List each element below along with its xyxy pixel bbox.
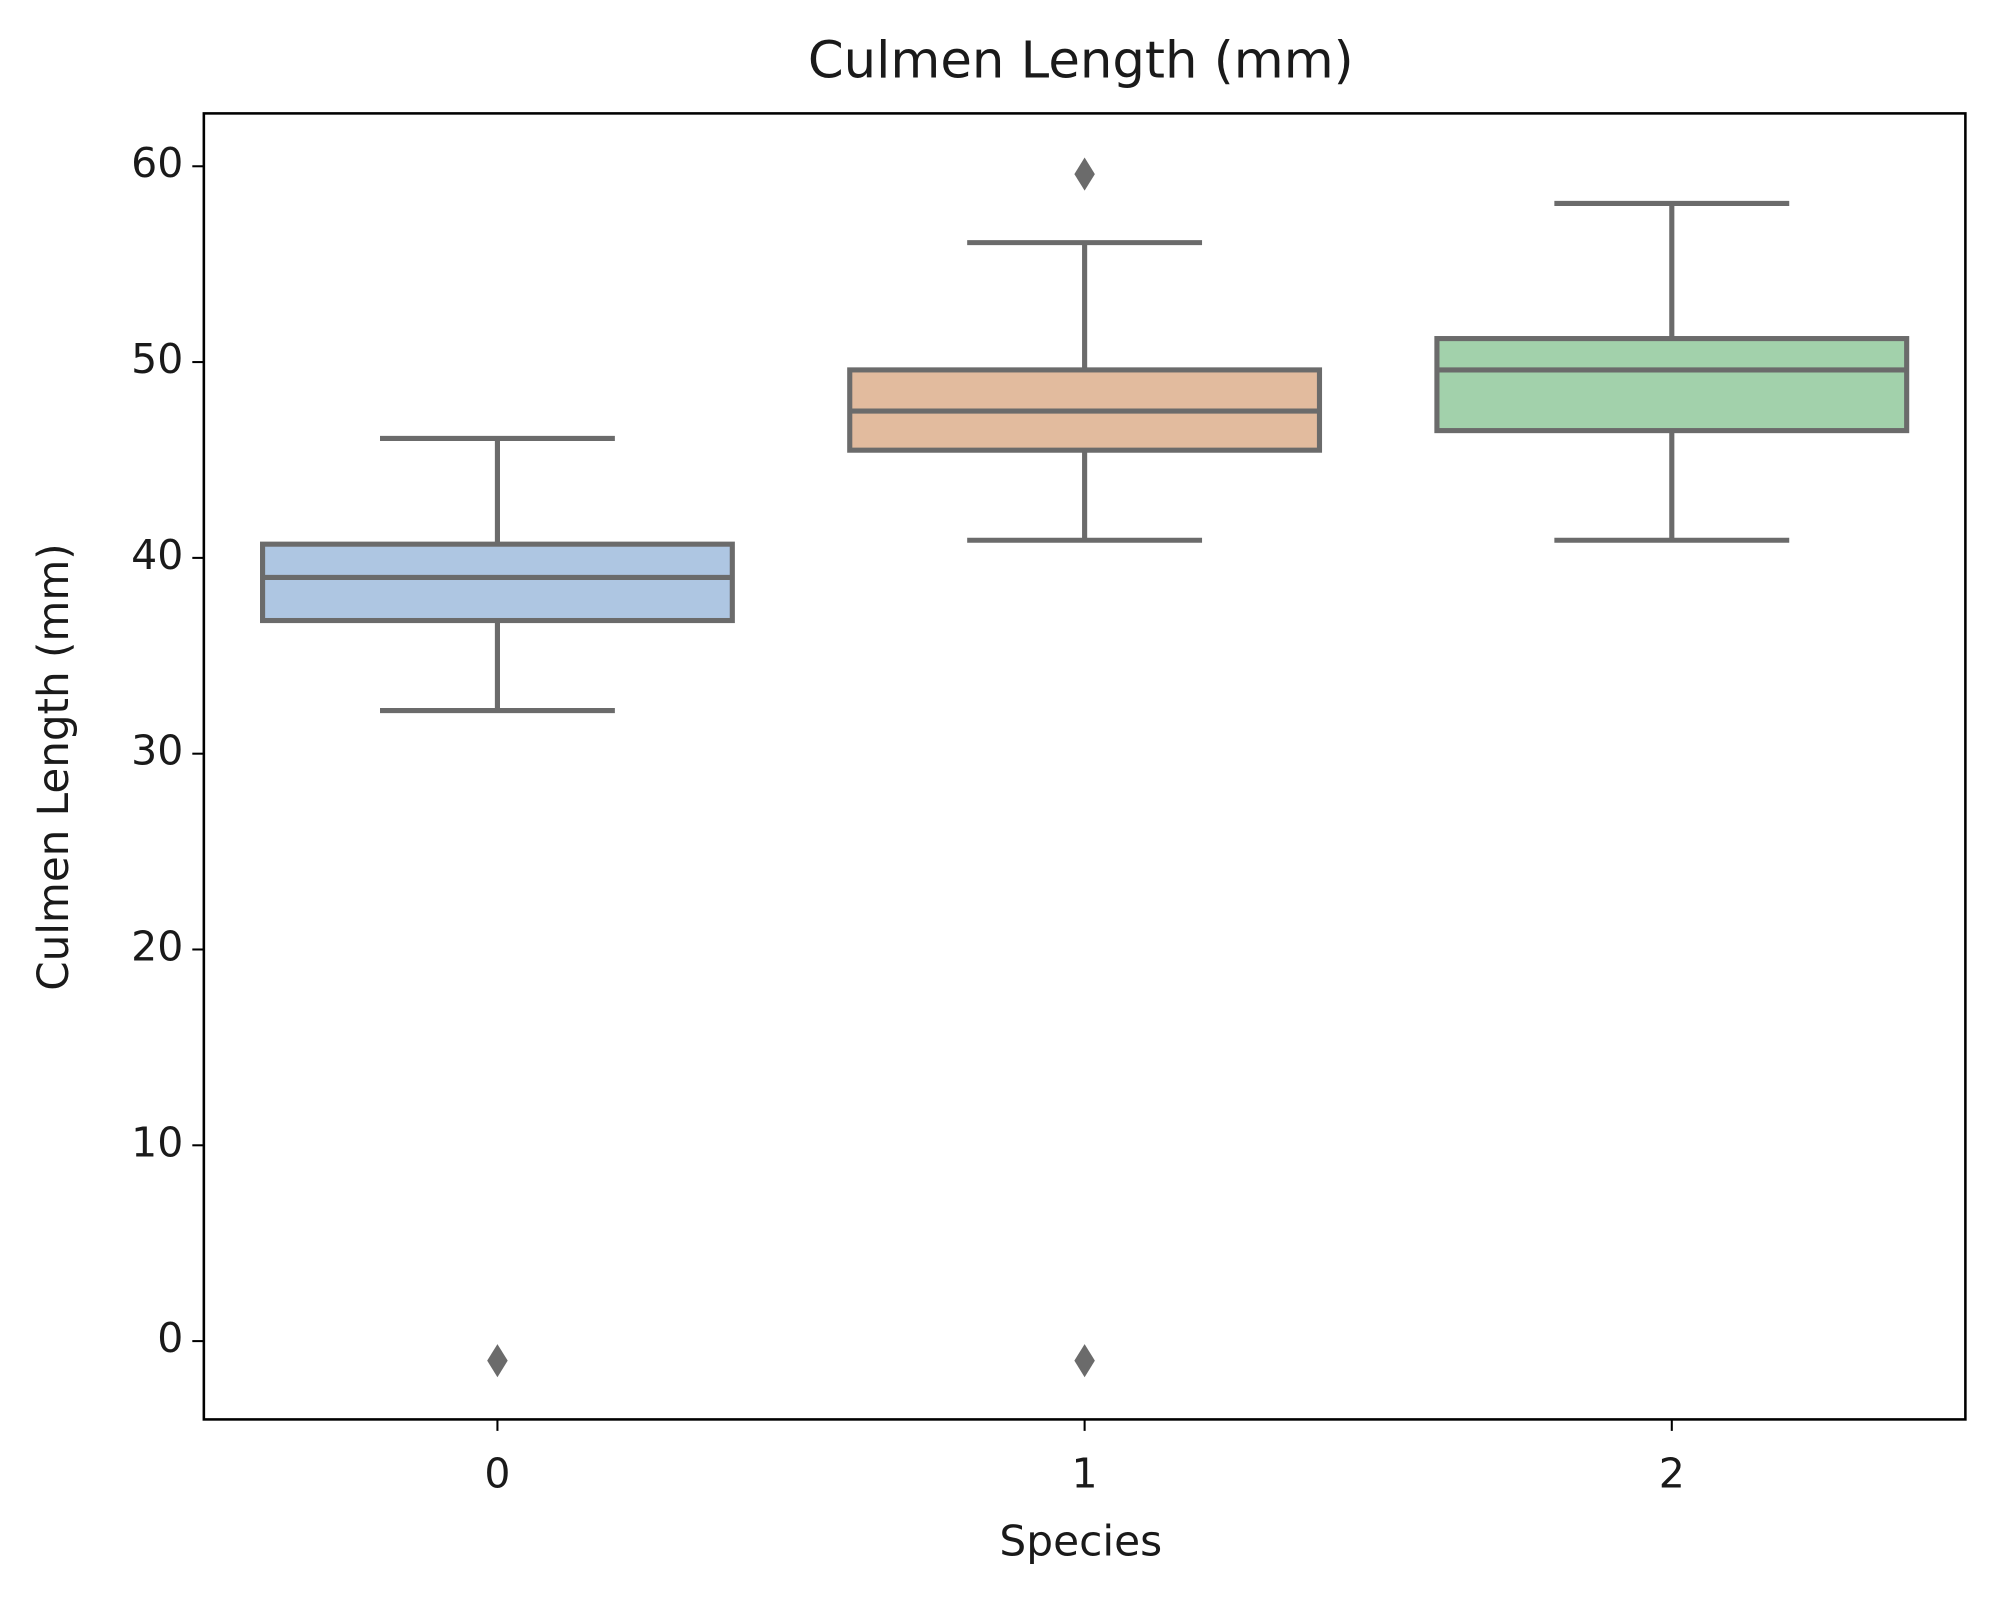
box (260, 541, 735, 624)
y-tick-label: 30 (131, 727, 183, 775)
y-axis-label: Culmen Length (mm) (29, 543, 78, 990)
y-tick-label: 20 (131, 923, 183, 971)
outlier (1074, 157, 1095, 191)
y-tick-label: 0 (157, 1314, 183, 1362)
y-tick-label: 10 (131, 1118, 183, 1166)
x-tick-label: 0 (484, 1450, 510, 1498)
y-tick-label: 40 (131, 531, 183, 579)
outlier (487, 1344, 508, 1378)
box (1434, 336, 1910, 434)
plot-frame (202, 112, 1967, 1421)
chart-title: Culmen Length (mm) (808, 32, 1354, 91)
x-tick-label: 2 (1659, 1450, 1685, 1498)
x-tick-label: 1 (1072, 1450, 1098, 1498)
y-tick-label: 50 (131, 335, 183, 383)
x-axis-label: Species (999, 1517, 1162, 1566)
outlier (1074, 1344, 1095, 1378)
y-tick-label: 60 (131, 139, 183, 187)
